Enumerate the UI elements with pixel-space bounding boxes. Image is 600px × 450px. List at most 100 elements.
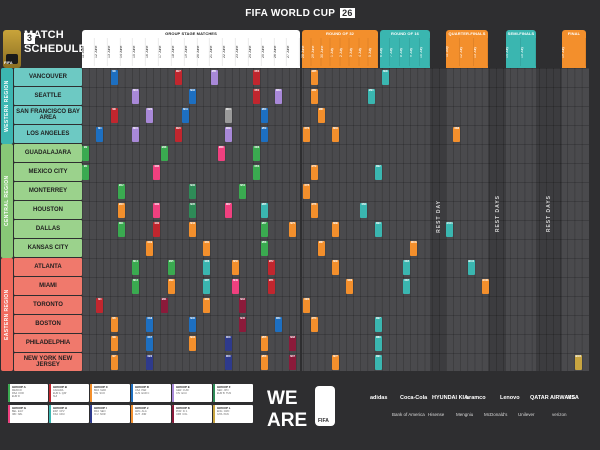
- stage-label-1: ROUND OF 32: [326, 31, 354, 36]
- match-cell: M80: [331, 260, 339, 275]
- date-cell: 2 July: [340, 38, 350, 66]
- legend-group-box: GROUP G BEL EGY IRN NZL: [8, 405, 48, 423]
- legend-group-box: GROUP H ESP CPV KSA URU: [49, 405, 89, 423]
- legend-color-bar: [49, 384, 51, 402]
- city-row-philadelphia: PHILADELPHIA: [14, 334, 82, 352]
- match-cell: M103: [481, 279, 489, 294]
- match-cell: M22: [153, 203, 161, 218]
- date-cell: 23 June: [235, 38, 249, 66]
- match-cell: M98: [453, 127, 461, 142]
- date-cell: 19 June: [184, 38, 198, 66]
- legend-group-teams: ESP CPV KSA URU: [53, 410, 65, 416]
- stage-label-3: QUARTER-FINALS: [448, 31, 486, 36]
- legend-group-title: GROUP D: [135, 385, 149, 389]
- date-cell: 14 July: [506, 38, 521, 66]
- match-cell: M10: [117, 203, 125, 218]
- match-cell: M26: [174, 127, 182, 142]
- sponsor-logo-aramco: aramco: [466, 395, 486, 401]
- match-cell: M45: [239, 317, 247, 332]
- match-cell: M74: [310, 317, 318, 332]
- legend-group-title: GROUP L: [217, 406, 231, 410]
- match-cell: M21: [160, 298, 168, 313]
- match-cell: M20: [146, 108, 154, 123]
- match-cell: M89: [374, 336, 382, 351]
- date-cell: 11 June: [82, 38, 95, 66]
- city-row-dallas: DALLAS: [14, 220, 82, 238]
- match-cell: M14: [131, 260, 139, 275]
- match-cell: M29: [167, 279, 175, 294]
- city-row-guadalajara: GUADALAJARA: [14, 144, 82, 162]
- city-row-los-angeles: LOS ANGELES: [14, 125, 82, 143]
- brand-title-line2: SCHEDULE: [24, 43, 87, 55]
- mascot-line1: WE: [267, 388, 298, 409]
- date-cell: 24 June: [248, 38, 262, 66]
- match-cell: M22: [153, 222, 161, 237]
- match-cell: M27: [174, 70, 182, 85]
- match-cell: M42: [203, 298, 211, 313]
- match-cell: M97: [403, 279, 411, 294]
- match-cell: M96: [381, 70, 389, 85]
- date-cell: 26 June: [274, 38, 288, 66]
- date-cell: 7 July: [390, 38, 400, 66]
- date-cell: 17 June: [158, 38, 172, 66]
- city-row-boston: BOSTON: [14, 315, 82, 333]
- match-cell: M70: [289, 222, 297, 237]
- mascot-badge: FIFA: [318, 418, 329, 424]
- sponsor-logo-hyundai-kia: HYUNDAI KIA: [432, 395, 469, 401]
- legend-group-teams: GER CUW CIV ECU: [176, 389, 189, 395]
- knockout-date-strip-3: 14 July 15 July: [506, 38, 536, 66]
- match-cell: M88: [331, 222, 339, 237]
- legend-group-title: GROUP I: [94, 406, 107, 410]
- match-cell: M58: [260, 241, 268, 256]
- match-cell: M37: [203, 279, 211, 294]
- legend-group-title: GROUP J: [135, 406, 149, 410]
- sponsor-logo-qatar-airways: QATAR AIRWAYS: [530, 395, 576, 401]
- rest-day-label-1: REST DAY: [436, 200, 442, 233]
- match-cell: M2: [82, 146, 89, 161]
- schedule-grid: [82, 68, 589, 371]
- match-cell: M76: [310, 203, 318, 218]
- legend-group-title: GROUP K: [176, 406, 190, 410]
- legend-group-box: GROUP K POR IC 1 UZB COL: [172, 405, 212, 423]
- legend-group-box: GROUP I FRA SEN IC 2 NOR: [90, 405, 130, 423]
- match-cell: M77: [331, 355, 339, 370]
- poster-title-text: FIFA WORLD CUP: [245, 8, 336, 19]
- region-tab-0: [1, 68, 13, 144]
- match-cell: M62: [239, 298, 247, 313]
- match-cell: M39: [224, 127, 232, 142]
- match-cell: M87: [317, 241, 325, 256]
- legend-group-box: GROUP C BRA MAR HAI SCO: [90, 384, 130, 402]
- date-cell: 25 June: [261, 38, 275, 66]
- legend-group-teams: BRA MAR HAI SCO: [94, 389, 106, 395]
- legend-group-teams: CANADA EUR A QAT SUI: [53, 389, 67, 398]
- date-cell: 28 June: [302, 38, 312, 66]
- legend-group-box: GROUP F NED JPN EUR B TUN: [213, 384, 253, 402]
- match-cell: M23: [146, 355, 154, 370]
- knockout-date-strip-4: 19 July: [562, 38, 586, 66]
- date-cell: 21 June: [210, 38, 224, 66]
- sponsor-logo-visa: VISA: [566, 395, 579, 401]
- match-cell: M55: [260, 336, 268, 351]
- match-cell: M7: [110, 355, 118, 370]
- date-cell: 9 July: [410, 38, 420, 66]
- match-cell: M1: [82, 165, 89, 180]
- legend-group-teams: ENG CRO GHA PAN: [217, 410, 230, 416]
- legend-color-bar: [8, 405, 10, 423]
- match-cell: M65: [260, 203, 268, 218]
- match-cell: M94: [367, 89, 375, 104]
- legend-color-bar: [172, 405, 174, 423]
- knockout-date-strip-2: 11 July 12 July 13 July: [446, 38, 488, 66]
- match-cell: M53: [253, 165, 261, 180]
- legend-group-teams: BEL EGY IRN NZL: [12, 410, 24, 416]
- match-cell: M54: [239, 184, 247, 199]
- region-tab-2: [1, 258, 13, 371]
- match-cell: M82: [310, 89, 318, 104]
- date-cell: 15 July: [521, 38, 536, 66]
- stage-label-5: FINAL: [567, 31, 581, 36]
- match-cell: M84: [331, 127, 339, 142]
- knockout-date-strip-0: 28 June 29 June 30 June 1 July 2 July 3 July 4…: [302, 38, 378, 66]
- match-cell: M66: [253, 146, 261, 161]
- match-cell: M48: [217, 146, 225, 161]
- match-cell: M81: [317, 108, 325, 123]
- city-row-monterrey: MONTERREY: [14, 182, 82, 200]
